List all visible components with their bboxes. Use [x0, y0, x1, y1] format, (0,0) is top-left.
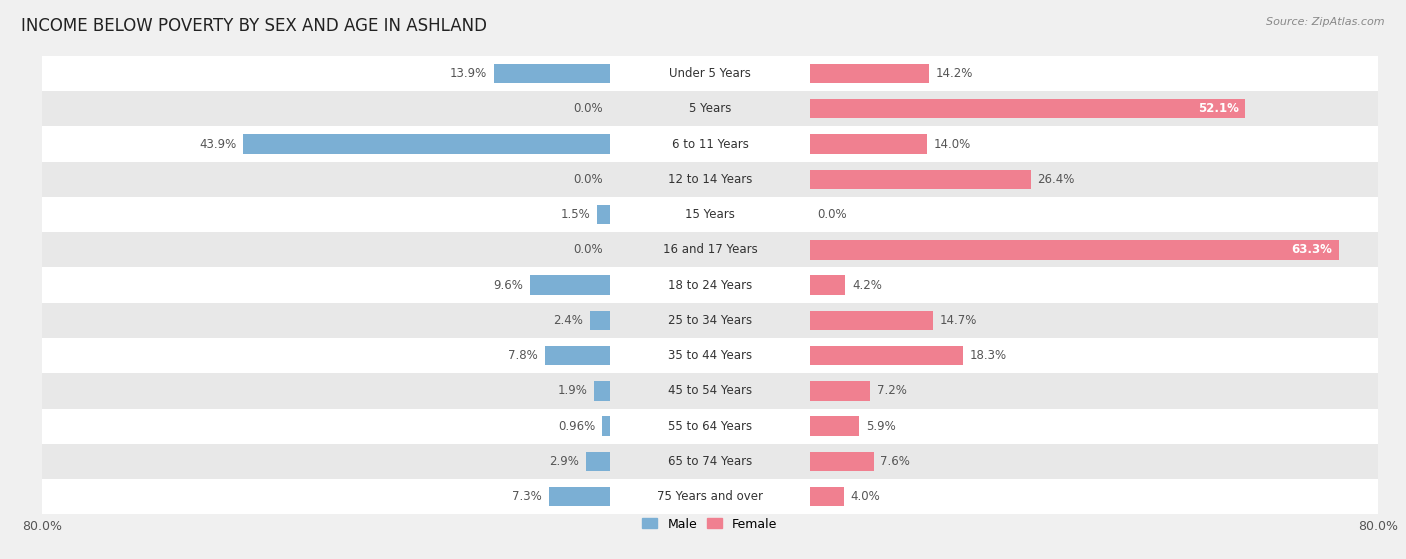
Text: 63.3%: 63.3%: [1291, 243, 1331, 257]
Text: 4.0%: 4.0%: [851, 490, 880, 503]
Text: 43.9%: 43.9%: [200, 138, 236, 150]
Text: 18.3%: 18.3%: [970, 349, 1007, 362]
Text: 2.4%: 2.4%: [554, 314, 583, 327]
Bar: [810, 240, 1339, 259]
Text: 12 to 14 Years: 12 to 14 Years: [668, 173, 752, 186]
Bar: [810, 381, 870, 401]
Bar: [494, 64, 610, 83]
Text: 0.0%: 0.0%: [574, 102, 603, 115]
Bar: [42, 479, 1378, 514]
Text: INCOME BELOW POVERTY BY SEX AND AGE IN ASHLAND: INCOME BELOW POVERTY BY SEX AND AGE IN A…: [21, 17, 486, 35]
Text: 7.3%: 7.3%: [512, 490, 543, 503]
Text: 5.9%: 5.9%: [866, 420, 896, 433]
Bar: [810, 99, 1246, 119]
Bar: [589, 311, 610, 330]
Text: 0.0%: 0.0%: [817, 208, 846, 221]
Bar: [602, 416, 610, 436]
Bar: [810, 64, 929, 83]
Text: 4.2%: 4.2%: [852, 278, 882, 292]
Text: 14.2%: 14.2%: [935, 67, 973, 80]
Bar: [42, 303, 1378, 338]
Bar: [810, 311, 934, 330]
Bar: [810, 346, 963, 366]
Text: 0.0%: 0.0%: [574, 173, 603, 186]
Text: 2.9%: 2.9%: [550, 455, 579, 468]
Bar: [810, 169, 1031, 189]
Bar: [42, 162, 1378, 197]
Bar: [42, 409, 1378, 444]
Text: 5 Years: 5 Years: [689, 102, 731, 115]
Bar: [42, 197, 1378, 232]
Bar: [42, 232, 1378, 267]
Bar: [42, 56, 1378, 91]
Text: 35 to 44 Years: 35 to 44 Years: [668, 349, 752, 362]
Text: 7.6%: 7.6%: [880, 455, 910, 468]
Text: 13.9%: 13.9%: [450, 67, 486, 80]
Text: 75 Years and over: 75 Years and over: [657, 490, 763, 503]
Bar: [42, 126, 1378, 162]
Bar: [42, 444, 1378, 479]
Text: 6 to 11 Years: 6 to 11 Years: [672, 138, 748, 150]
Text: 14.7%: 14.7%: [939, 314, 977, 327]
Text: 26.4%: 26.4%: [1038, 173, 1074, 186]
Text: 1.9%: 1.9%: [557, 385, 588, 397]
Text: 52.1%: 52.1%: [1198, 102, 1239, 115]
Text: 7.8%: 7.8%: [509, 349, 538, 362]
Text: 15 Years: 15 Years: [685, 208, 735, 221]
Text: 18 to 24 Years: 18 to 24 Years: [668, 278, 752, 292]
Text: 0.0%: 0.0%: [574, 243, 603, 257]
Text: 25 to 34 Years: 25 to 34 Years: [668, 314, 752, 327]
Text: 65 to 74 Years: 65 to 74 Years: [668, 455, 752, 468]
Text: 55 to 64 Years: 55 to 64 Years: [668, 420, 752, 433]
Text: 45 to 54 Years: 45 to 54 Years: [668, 385, 752, 397]
Bar: [42, 91, 1378, 126]
Bar: [42, 267, 1378, 303]
Bar: [586, 452, 610, 471]
Bar: [530, 276, 610, 295]
Text: Source: ZipAtlas.com: Source: ZipAtlas.com: [1267, 17, 1385, 27]
Bar: [810, 416, 859, 436]
Bar: [42, 338, 1378, 373]
Bar: [243, 134, 610, 154]
Bar: [810, 276, 845, 295]
Bar: [810, 487, 844, 506]
Text: 9.6%: 9.6%: [494, 278, 523, 292]
Bar: [810, 134, 927, 154]
Text: Under 5 Years: Under 5 Years: [669, 67, 751, 80]
Bar: [598, 205, 610, 224]
Bar: [593, 381, 610, 401]
Text: 7.2%: 7.2%: [877, 385, 907, 397]
Text: 0.96%: 0.96%: [558, 420, 595, 433]
Bar: [810, 452, 873, 471]
Bar: [544, 346, 610, 366]
Text: 1.5%: 1.5%: [561, 208, 591, 221]
Bar: [548, 487, 610, 506]
Text: 16 and 17 Years: 16 and 17 Years: [662, 243, 758, 257]
Text: 14.0%: 14.0%: [934, 138, 972, 150]
Legend: Male, Female: Male, Female: [637, 513, 783, 536]
Bar: [42, 373, 1378, 409]
